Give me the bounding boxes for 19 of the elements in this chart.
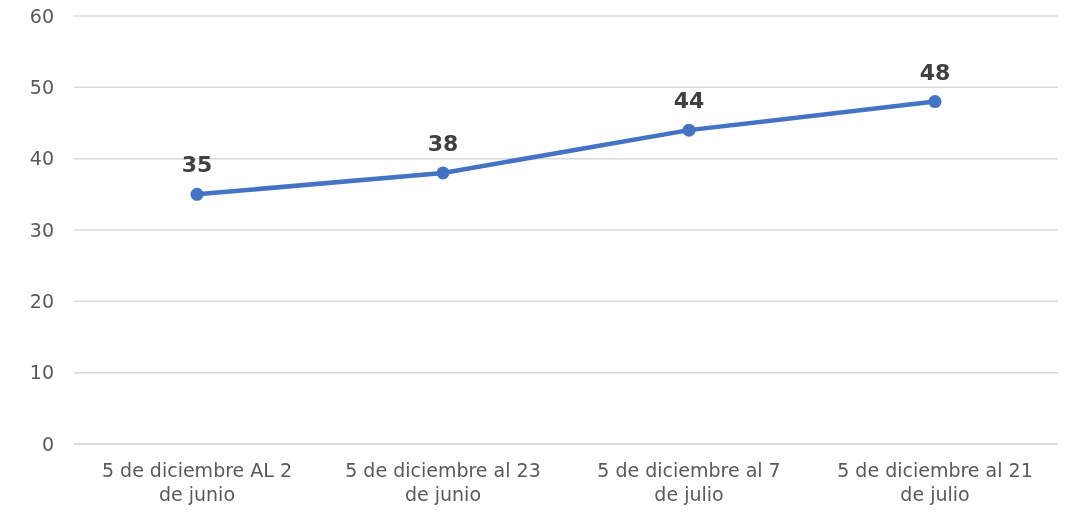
y-tick-label: 10 xyxy=(29,361,54,384)
y-tick-label: 0 xyxy=(41,432,54,455)
point xyxy=(436,166,450,180)
point xyxy=(682,123,696,137)
data-label: 44 xyxy=(673,88,705,114)
point xyxy=(190,187,204,201)
y-tick-label: 50 xyxy=(29,75,54,98)
data-label: 48 xyxy=(919,59,951,85)
x-tick-label: 5 de diciembre al 21 de julio xyxy=(837,459,1033,505)
x-tick-label: 5 de diciembre AL 2 de junio xyxy=(101,459,293,505)
y-tick-label: 60 xyxy=(29,4,54,27)
x-tick-label: 5 de diciembre al 7 de julio xyxy=(597,459,781,505)
y-tick-label: 40 xyxy=(29,147,54,170)
data-label: 38 xyxy=(427,130,459,156)
point xyxy=(928,95,942,109)
y-tick-label: 30 xyxy=(29,218,54,241)
x-tick-label: 5 de diciembre al 23 de junio xyxy=(345,459,541,505)
data-label: 35 xyxy=(181,152,213,178)
y-tick-label: 20 xyxy=(29,289,54,312)
